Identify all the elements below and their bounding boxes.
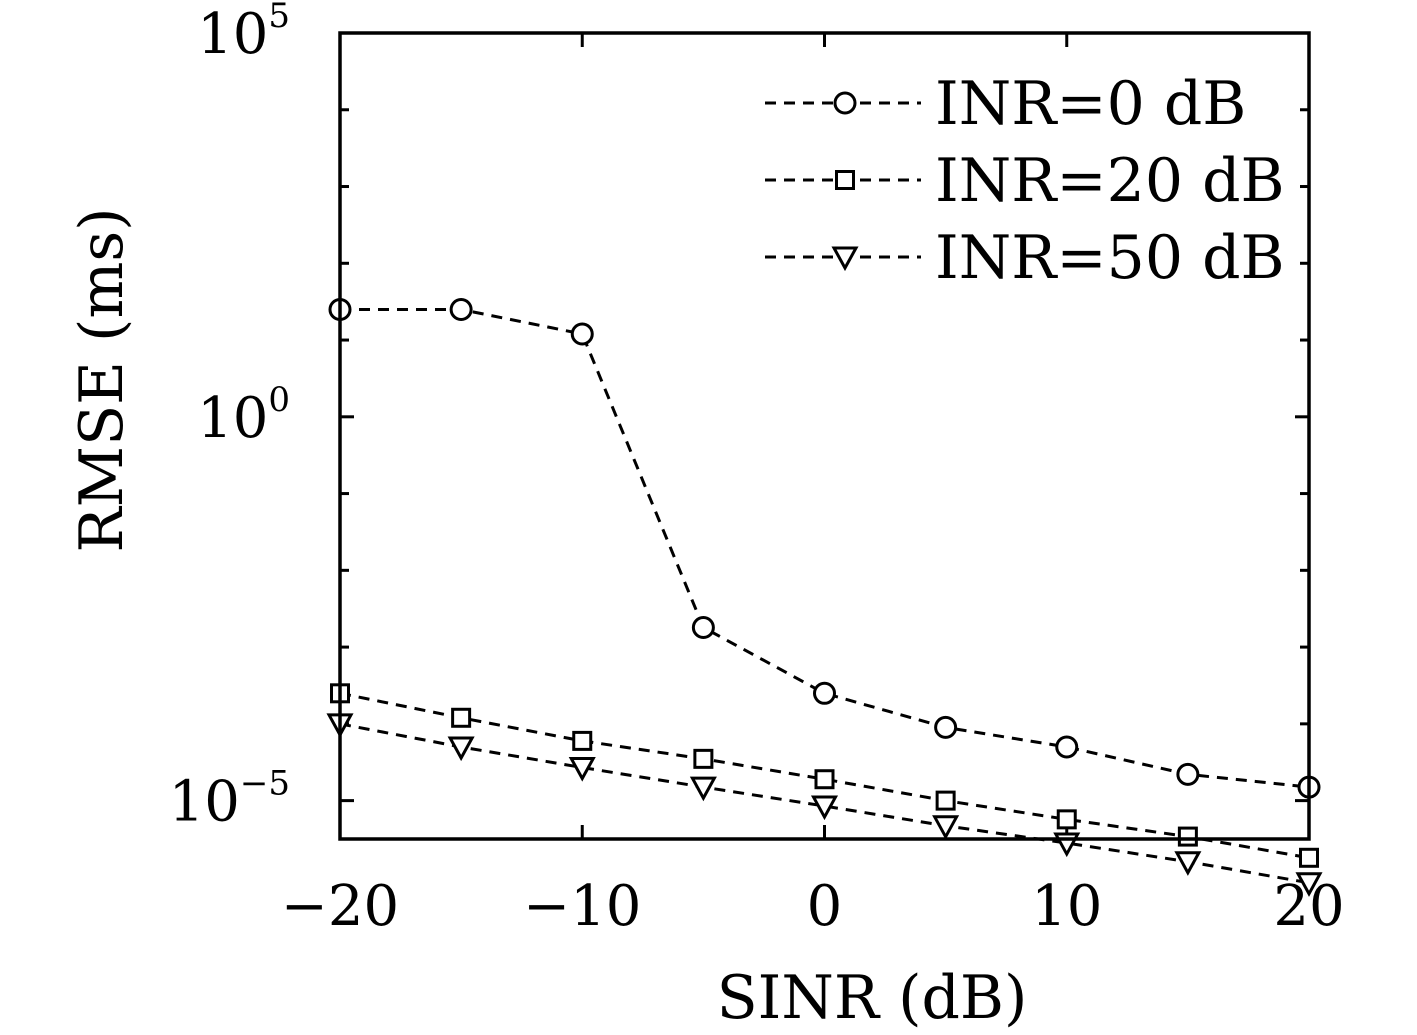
y-tick-label: 105 — [197, 0, 290, 67]
x-tick-label: −10 — [523, 874, 641, 939]
data-point-series-3 — [568, 757, 596, 782]
series-line-3 — [339, 722, 1310, 885]
y-axis-label: RMSE (ms) — [67, 207, 137, 552]
legend-marker-2 — [835, 170, 855, 190]
y-tick-base: 10 — [169, 770, 240, 835]
legend-marker-3 — [831, 246, 859, 272]
data-point-series-1 — [691, 616, 715, 640]
data-point-series-1 — [813, 681, 836, 705]
y-tick-label: 100 — [197, 380, 290, 451]
data-point-series-2 — [1177, 826, 1198, 847]
data-point-series-2 — [1056, 809, 1077, 830]
legend-label-3: INR=50 dB — [935, 223, 1285, 293]
x-tick-label: −20 — [281, 874, 399, 939]
data-point-series-3 — [810, 795, 839, 821]
data-point-series-3 — [932, 815, 960, 840]
data-point-series-2 — [693, 748, 714, 769]
x-axis-label: SINR (dB) — [717, 963, 1028, 1033]
data-point-series-1 — [1176, 762, 1200, 786]
data-point-series-2 — [935, 790, 956, 811]
data-point-series-2 — [572, 730, 593, 751]
y-tick-base: 10 — [197, 2, 268, 67]
y-tick-exponent: 5 — [268, 0, 290, 36]
data-point-series-2 — [451, 707, 472, 728]
data-point-series-1 — [570, 322, 594, 346]
series-line-1 — [340, 308, 1310, 789]
y-tick-label: 10−5 — [169, 764, 290, 835]
x-tick-label: 0 — [807, 874, 843, 939]
data-point-series-1 — [934, 715, 958, 739]
y-tick-exponent: 0 — [268, 380, 290, 420]
data-point-series-3 — [1174, 851, 1202, 876]
plot-frame — [338, 31, 1311, 841]
y-tick-base: 10 — [197, 386, 268, 451]
x-tick-label: 10 — [1031, 874, 1102, 939]
data-point-series-2 — [814, 769, 835, 790]
data-point-series-2 — [1299, 847, 1319, 868]
plot-series — [326, 298, 1323, 897]
series-line-2 — [339, 691, 1310, 860]
data-point-series-3 — [447, 736, 475, 762]
data-point-series-3 — [1295, 872, 1323, 897]
y-tick-exponent: −5 — [240, 764, 290, 804]
data-point-series-1 — [1055, 735, 1079, 759]
x-tick-labels: −20 −10 0 10 20 — [281, 874, 1345, 939]
legend-label-2: INR=20 dB — [935, 146, 1285, 216]
data-point-series-1 — [449, 298, 473, 322]
x-tick-label: 20 — [1273, 874, 1344, 939]
legend-marker-1 — [833, 91, 857, 115]
data-point-series-3 — [689, 776, 717, 802]
legend-label-1: INR=0 dB — [935, 69, 1246, 139]
